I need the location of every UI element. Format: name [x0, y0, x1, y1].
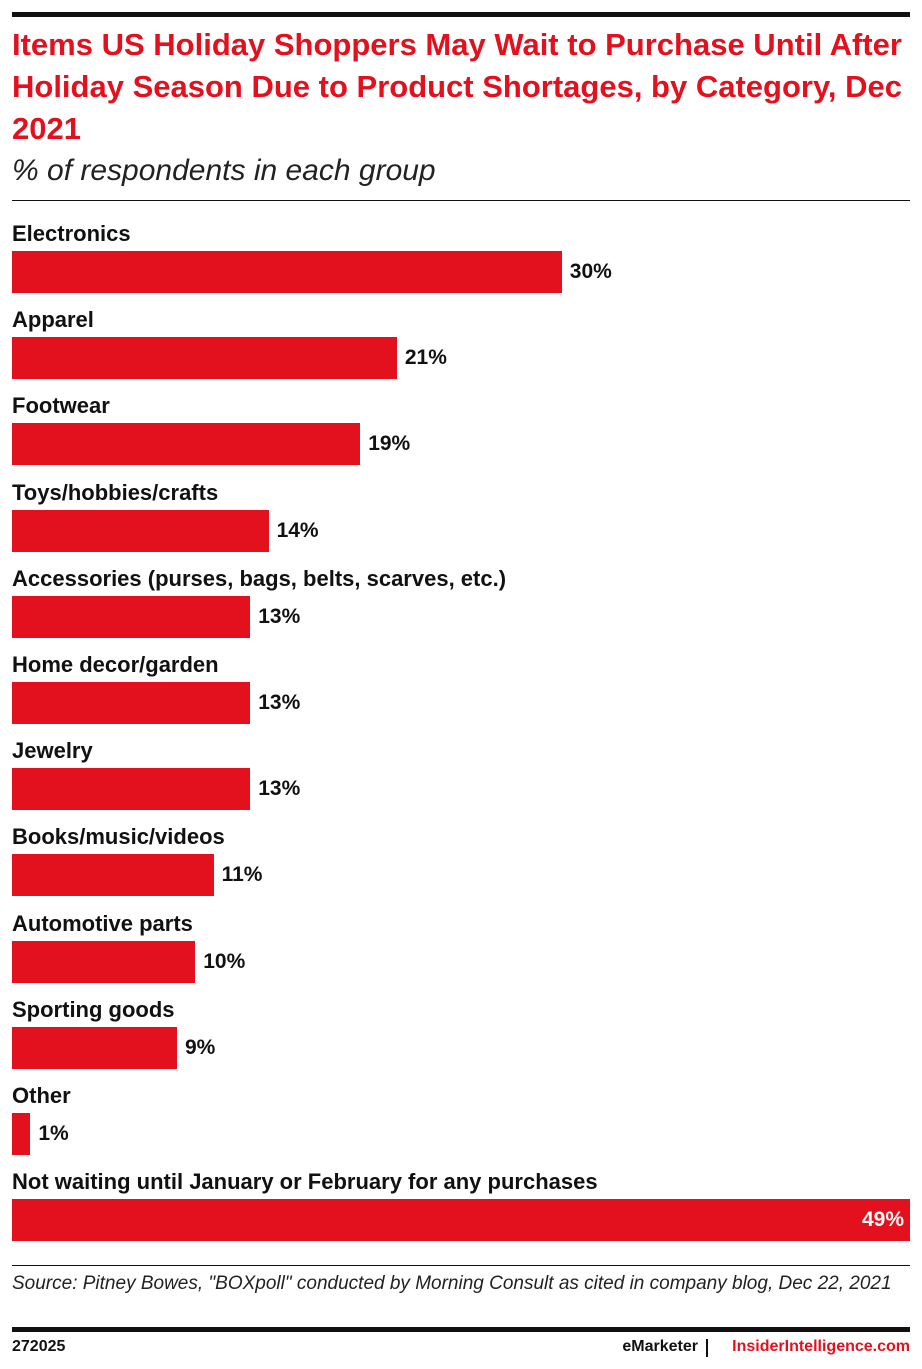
category-label: Electronics [12, 221, 131, 246]
value-label: 10% [203, 949, 246, 973]
value-label: 30% [569, 260, 612, 283]
category-label: Automotive parts [12, 910, 193, 936]
header-rule [12, 200, 910, 201]
footer-rule [12, 1327, 910, 1332]
value-label: 13% [258, 691, 301, 714]
bar [12, 423, 361, 466]
category-label: Home decor/garden [12, 652, 219, 677]
bar [12, 940, 196, 983]
bar [12, 768, 251, 811]
bar [12, 854, 214, 897]
value-label: 49% [861, 1208, 904, 1232]
bar [12, 1026, 177, 1069]
value-label: 13% [258, 604, 301, 628]
value-label: 13% [258, 777, 301, 801]
value-label: 1% [38, 1122, 69, 1145]
category-label: Jewelry [12, 738, 93, 764]
value-label: 11% [221, 863, 263, 887]
value-label: 9% [184, 1035, 216, 1059]
bar [12, 251, 562, 293]
category-label: Footwear [12, 393, 110, 419]
bar [12, 337, 397, 380]
source-rule [12, 1265, 910, 1266]
category-label: Accessories (purses, bags, belts, scarve… [12, 565, 507, 591]
site: InsiderIntelligence.com [732, 1338, 910, 1355]
bar [12, 595, 251, 638]
category-label: Not waiting until January or February fo… [12, 1169, 598, 1195]
category-label: Apparel [12, 307, 94, 333]
category-label: Books/music/videos [12, 824, 225, 850]
chart-id: 272025 [12, 1338, 66, 1355]
value-label: 19% [368, 432, 411, 456]
bar [12, 509, 269, 552]
bar [12, 1199, 910, 1242]
bar [12, 682, 251, 724]
category-label: Sporting goods [12, 996, 175, 1022]
source-note: Source: Pitney Bowes, "BOXpoll" conducte… [12, 1273, 892, 1294]
chart-subtitle: % of respondents in each group [12, 154, 436, 187]
category-label: Toys/hobbies/crafts [12, 479, 219, 505]
value-label: 14% [276, 518, 319, 542]
brand: eMarketer [622, 1338, 698, 1355]
chart-title: Items US Holiday Shoppers May Wait to Pu… [12, 27, 903, 146]
category-label: Other [12, 1083, 71, 1108]
top-rule [12, 12, 910, 17]
footer-separator [706, 1339, 708, 1357]
bar [12, 1113, 31, 1155]
value-label: 21% [404, 346, 447, 370]
